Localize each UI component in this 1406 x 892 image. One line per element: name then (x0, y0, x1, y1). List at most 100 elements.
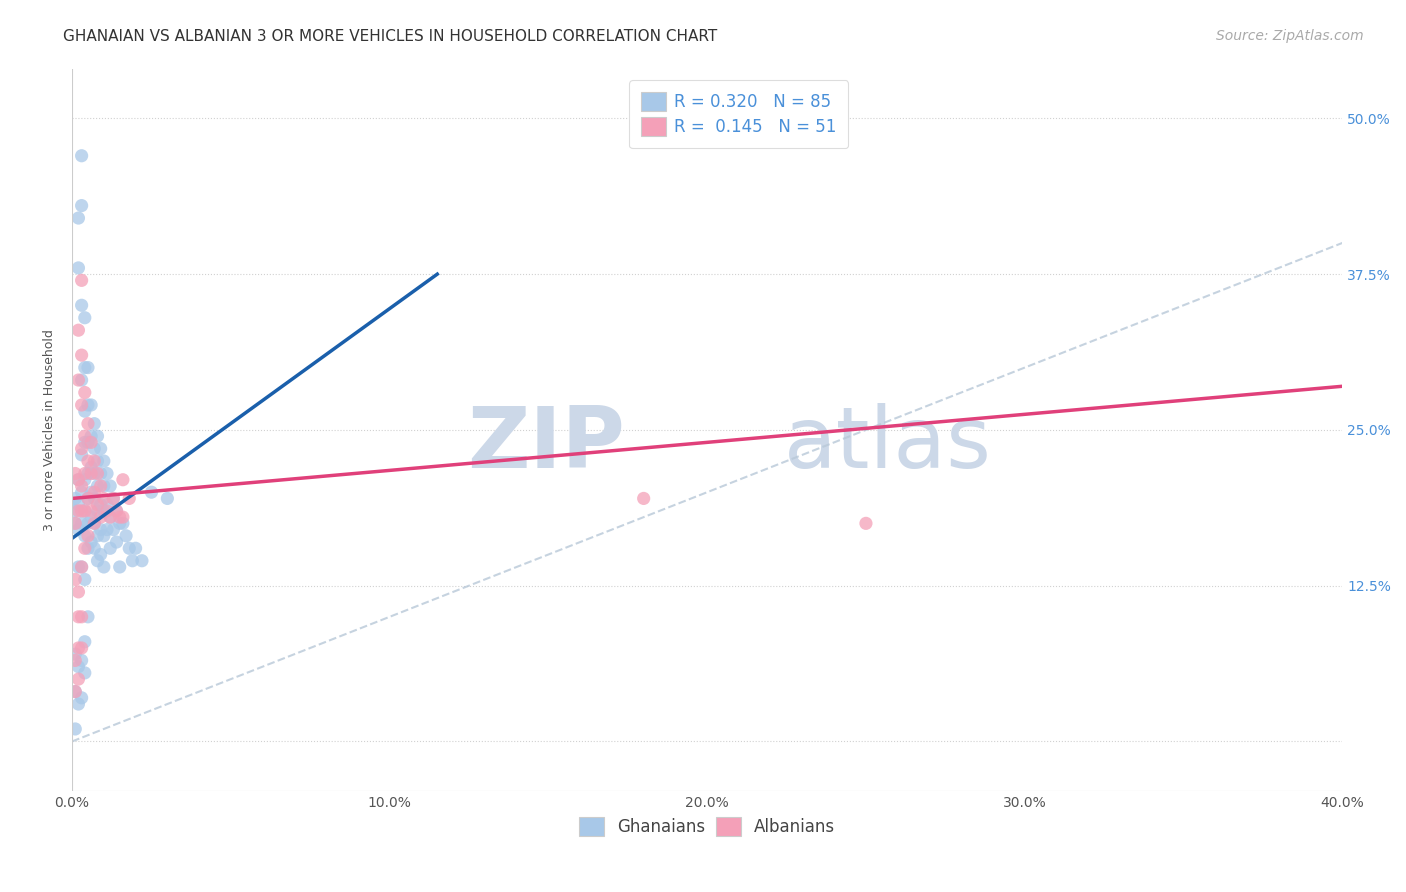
Point (73, 541, 96, 556)
Point (67, 473, 90, 487)
Point (80, 510, 103, 524)
Point (98, 510, 121, 524)
Point (111, 510, 134, 524)
Point (105, 504, 128, 518)
Point (65, 653, 87, 667)
Point (70, 479, 93, 493)
Point (67, 498, 90, 512)
Point (70, 398, 93, 412)
Point (70, 516, 93, 531)
Point (103, 491, 125, 506)
Point (80, 535, 103, 549)
Point (65, 516, 87, 531)
Point (70, 485, 93, 500)
Point (141, 485, 163, 500)
Point (73, 310, 96, 325)
Point (73, 529, 96, 543)
Point (103, 491, 125, 506)
Point (77, 541, 100, 556)
Point (86, 554, 108, 568)
Point (67, 585, 90, 599)
Point (80, 485, 103, 500)
Point (80, 467, 103, 481)
Point (105, 535, 128, 549)
Y-axis label: 3 or more Vehicles in Household: 3 or more Vehicles in Household (44, 329, 56, 531)
Point (124, 541, 146, 556)
Point (70, 560, 93, 574)
Point (111, 516, 134, 531)
Point (108, 516, 131, 531)
Point (67, 373, 90, 387)
Point (67, 609, 90, 624)
Point (80, 398, 103, 412)
Point (83, 417, 105, 431)
Point (80, 460, 103, 475)
Point (83, 516, 105, 531)
Point (115, 529, 138, 543)
Point (73, 504, 96, 518)
Point (65, 516, 87, 531)
Point (83, 541, 105, 556)
Point (70, 504, 93, 518)
Point (77, 491, 100, 506)
Point (77, 398, 100, 412)
Point (73, 467, 96, 481)
Point (73, 429, 96, 443)
Point (83, 454, 105, 468)
Point (67, 504, 90, 518)
Point (111, 473, 134, 487)
Point (96, 523, 118, 537)
Point (65, 722, 87, 736)
Point (90, 523, 112, 537)
Point (73, 360, 96, 375)
Point (93, 491, 115, 506)
Point (98, 510, 121, 524)
Point (73, 404, 96, 418)
Point (103, 523, 125, 537)
Text: atlas: atlas (783, 403, 991, 486)
Point (67, 697, 90, 711)
Point (93, 560, 115, 574)
Point (90, 442, 112, 456)
Point (73, 634, 96, 648)
Point (90, 479, 112, 493)
Point (77, 360, 100, 375)
Point (70, 448, 93, 462)
Point (77, 529, 100, 543)
Point (855, 516, 877, 531)
Point (121, 554, 143, 568)
Point (90, 510, 112, 524)
Point (65, 647, 87, 661)
Point (73, 504, 96, 518)
Point (73, 435, 96, 450)
Point (70, 560, 93, 574)
Point (90, 548, 112, 562)
Point (73, 573, 96, 587)
Point (70, 198, 93, 212)
Point (83, 516, 105, 531)
Point (67, 640, 90, 655)
Point (77, 491, 100, 506)
Point (108, 560, 131, 574)
Legend: Ghanaians, Albanians: Ghanaians, Albanians (571, 808, 844, 845)
Point (70, 298, 93, 312)
Point (70, 373, 93, 387)
Point (98, 541, 121, 556)
Point (93, 529, 115, 543)
Point (67, 523, 90, 537)
Point (67, 260, 90, 275)
Point (90, 467, 112, 481)
Point (83, 485, 105, 500)
Point (65, 467, 87, 481)
Point (70, 690, 93, 705)
Point (86, 467, 108, 481)
Point (96, 504, 118, 518)
Point (65, 491, 87, 506)
Point (77, 417, 100, 431)
Point (65, 504, 87, 518)
Point (93, 454, 115, 468)
Text: ZIP: ZIP (467, 403, 624, 486)
Point (67, 659, 90, 673)
Point (77, 435, 100, 450)
Point (93, 504, 115, 518)
